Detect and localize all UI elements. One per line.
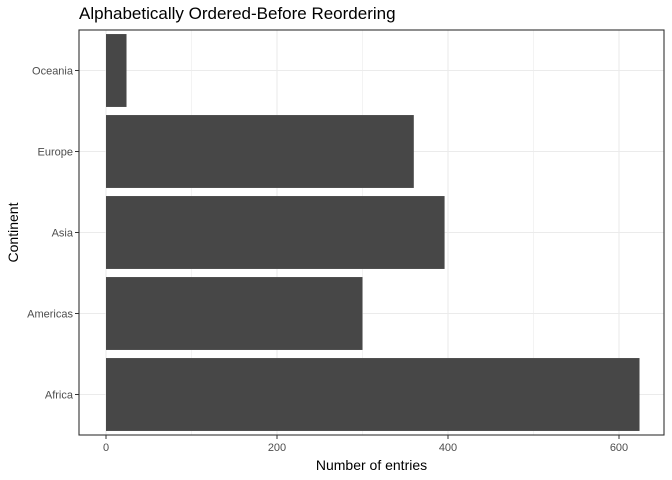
bars [106,34,640,431]
bar-europe [106,115,414,188]
x-tick-label: 200 [268,442,286,454]
x-tick-label: 0 [103,442,109,454]
y-axis-title: Continent [5,202,21,262]
x-tick-label: 400 [439,442,457,454]
x-tick-label: 600 [610,442,628,454]
y-tick-label: Africa [45,390,74,402]
y-tick-label: Europe [38,147,73,159]
bar-asia [106,196,445,269]
y-tick-label: Asia [52,228,74,240]
x-axis-ticks: 0 200 400 600 [103,435,628,454]
chart-title: Alphabetically Ordered-Before Reordering [79,4,396,23]
y-tick-label: Oceania [32,66,74,78]
y-tick-label: Americas [27,309,73,321]
bar-oceania [106,34,127,107]
y-axis-ticks: Africa Americas Asia Europe Oceania [27,66,79,402]
bar-americas [106,277,363,350]
x-axis-title: Number of entries [316,457,427,473]
bar-africa [106,358,640,431]
